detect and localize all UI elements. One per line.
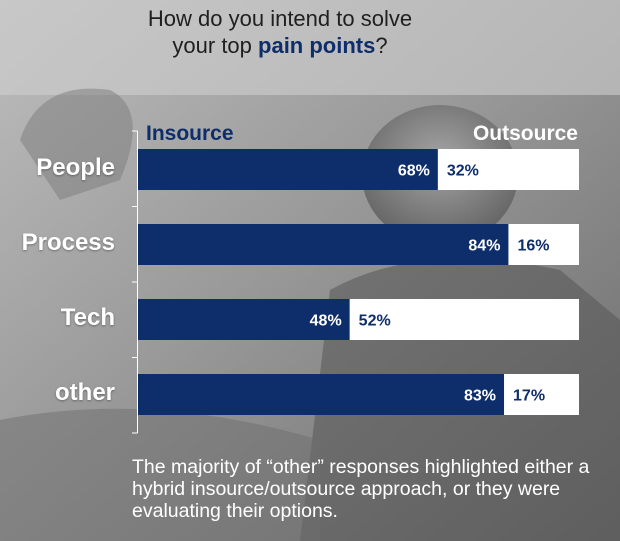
data-label-outsource-process: 16% (517, 238, 549, 255)
bar-insource-tech (138, 299, 350, 340)
bar-insource-process (138, 224, 509, 265)
chart-title-line2: your top pain points? (0, 33, 560, 59)
title-highlight: pain points (258, 33, 376, 58)
bar-insource-other (138, 374, 505, 415)
category-label-other: other (55, 379, 115, 406)
data-label-outsource-people: 32% (447, 163, 479, 180)
title-suffix: ? (375, 33, 388, 58)
legend-insource: Insource (146, 122, 234, 145)
data-label-insource-tech: 48% (310, 313, 342, 330)
bar-outsource-process (508, 224, 579, 265)
data-label-outsource-tech: 52% (359, 313, 391, 330)
legend-outsource: Outsource (472, 122, 578, 145)
chart-title-line1: How do you intend to solve (147, 6, 413, 31)
data-label-outsource-other: 17% (513, 388, 545, 405)
bar-insource-people (138, 149, 438, 190)
bar-outsource-other (504, 374, 579, 415)
data-label-insource-process: 84% (468, 238, 500, 255)
data-label-insource-other: 83% (464, 388, 496, 405)
title-prefix: your top (172, 33, 259, 58)
bar-outsource-people (437, 149, 579, 190)
category-label-tech: Tech (60, 304, 115, 331)
footnote: The majority of “other” responses highli… (132, 456, 590, 522)
bar-outsource-tech (349, 299, 579, 340)
category-label-people: People (36, 154, 115, 181)
data-label-insource-people: 68% (398, 163, 430, 180)
category-label-process: Process (21, 229, 115, 256)
